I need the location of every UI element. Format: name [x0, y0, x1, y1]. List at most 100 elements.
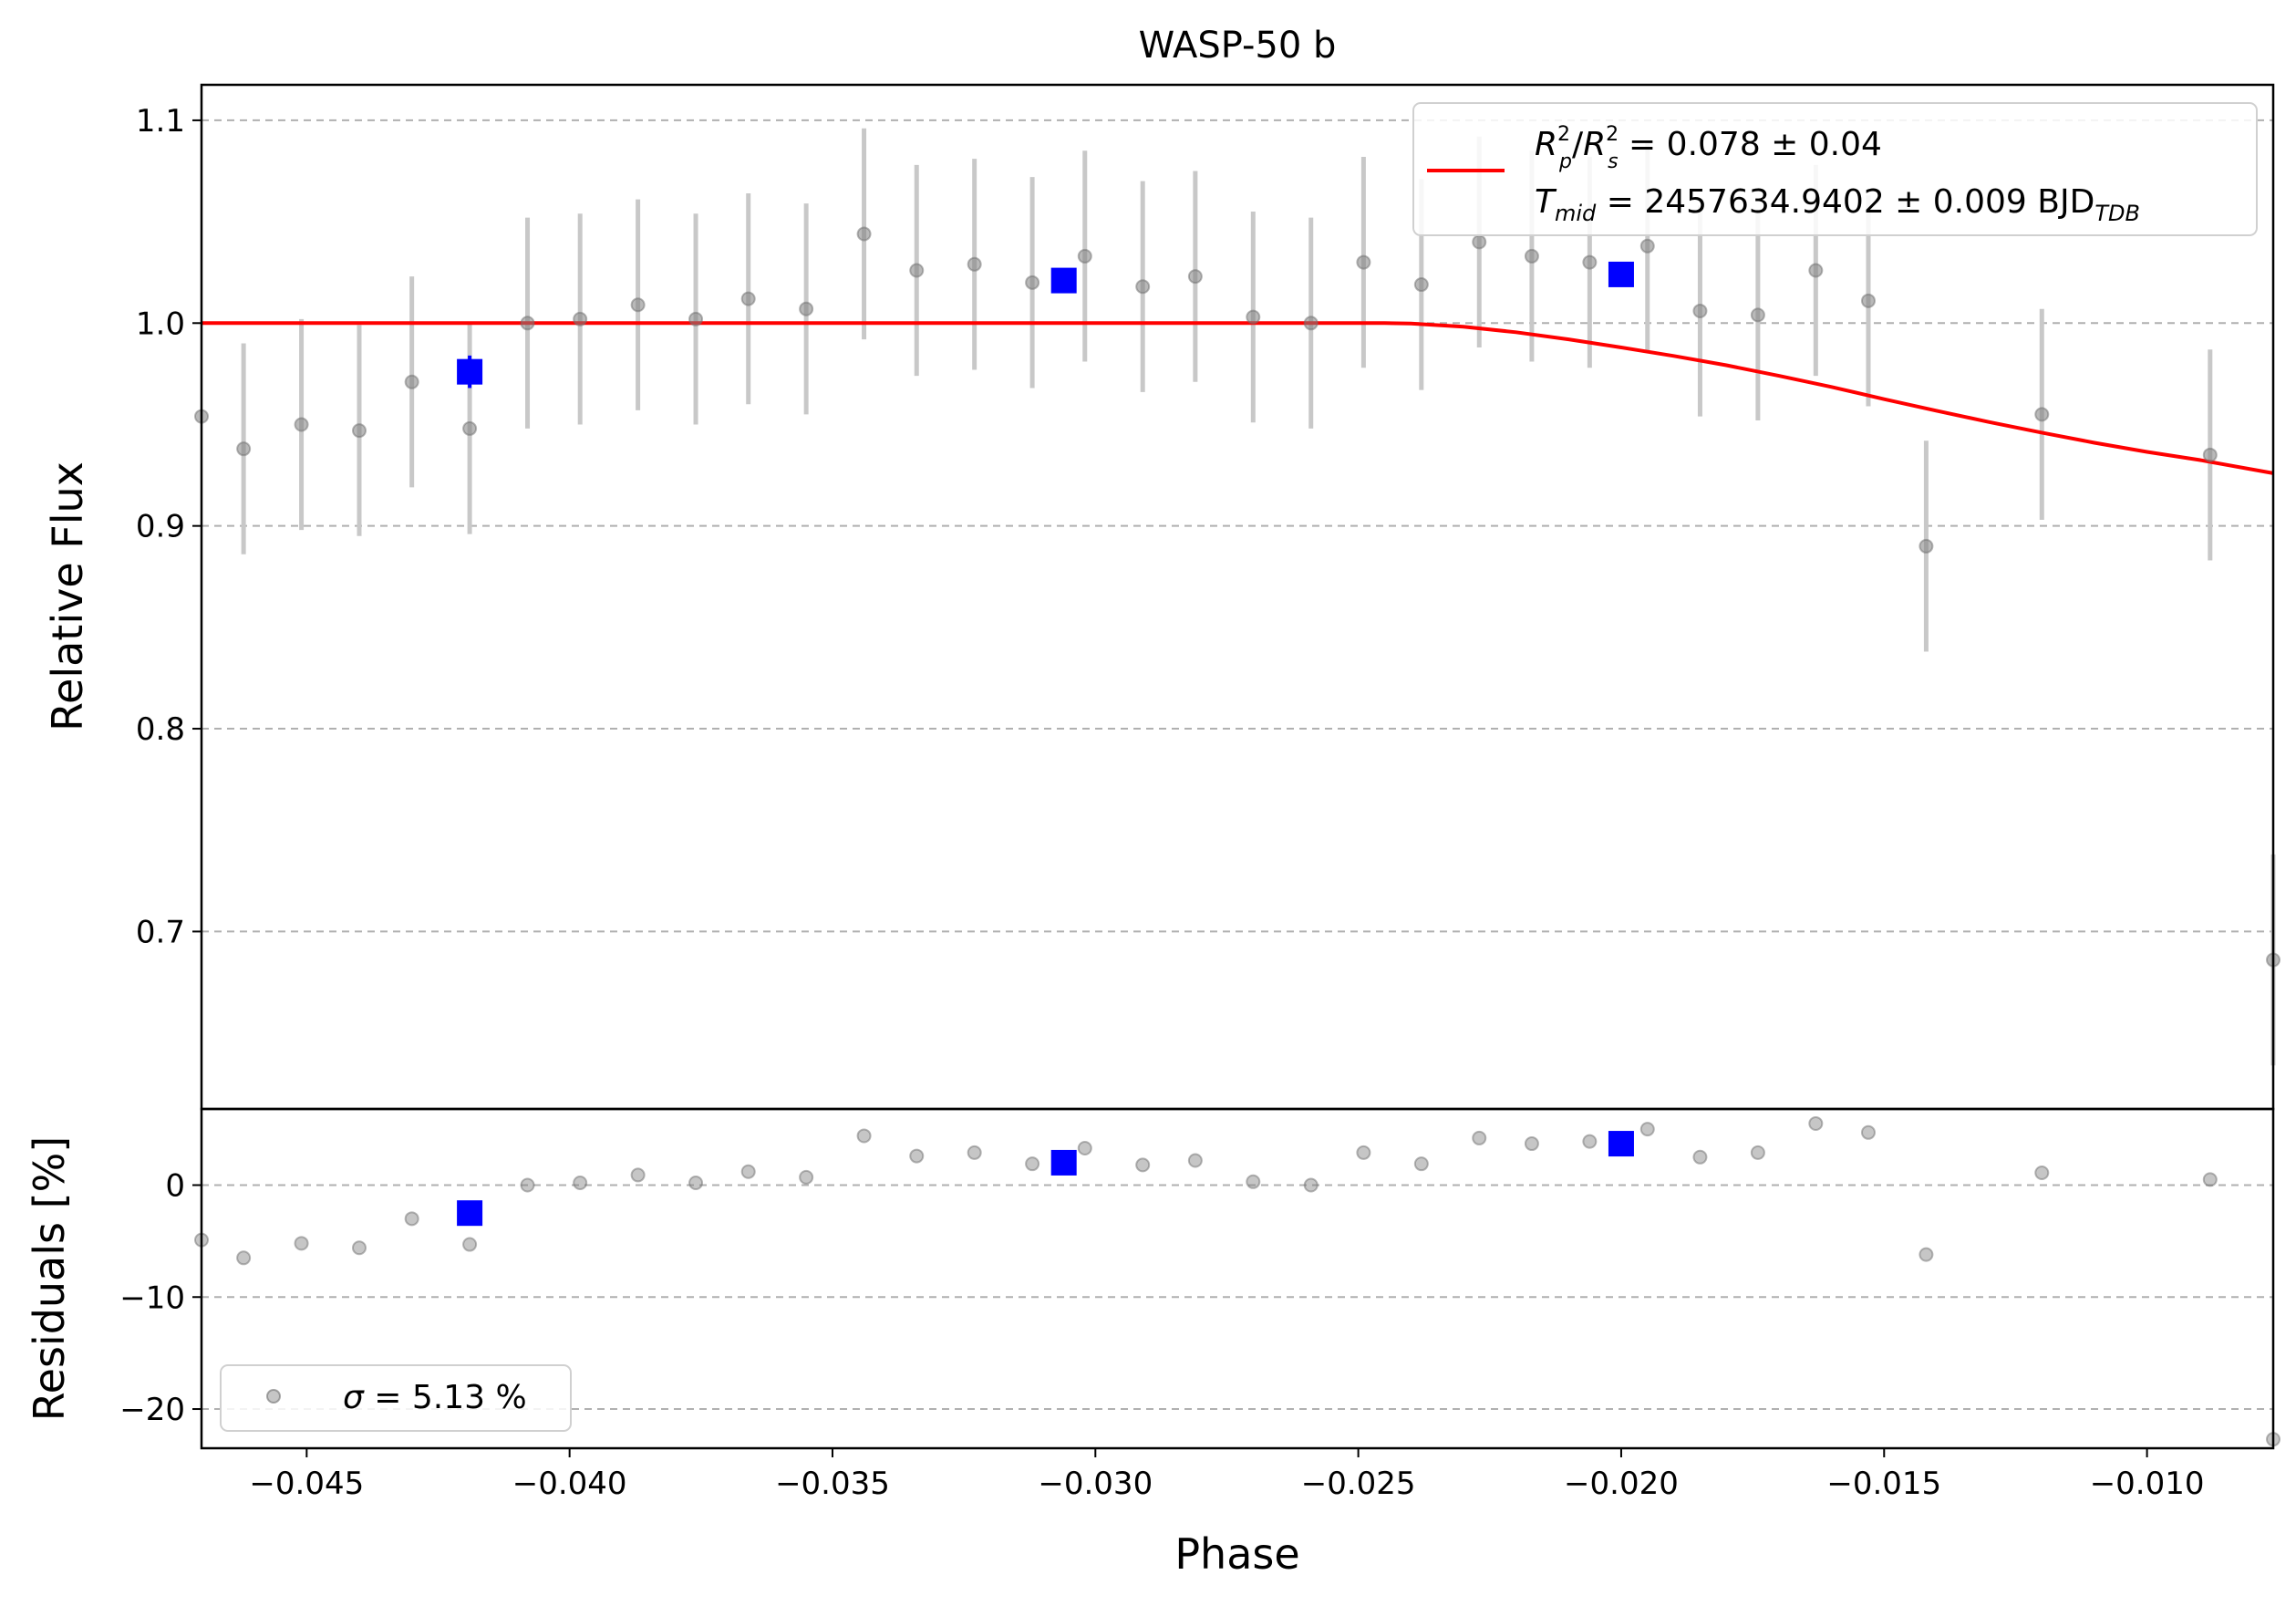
- top-legend-box: [1412, 102, 2258, 236]
- top-legend: R2 p/R2 s = 0.078 ± 0.04 Tmid = 2457634.94…: [1412, 102, 2258, 236]
- legend-sigma: σ = 5.13 %: [343, 1379, 527, 1416]
- residual-point: [1750, 1145, 1765, 1160]
- data-point: [1750, 307, 1765, 323]
- residual-point: [1692, 1149, 1708, 1165]
- data-point: [1077, 248, 1092, 264]
- residual-point: [799, 1169, 814, 1185]
- data-point: [1582, 254, 1598, 270]
- y-axis-label-bottom: Residuals [%]: [25, 1136, 74, 1421]
- bottom-legend-box: [220, 1364, 572, 1432]
- data-point: [1187, 269, 1203, 285]
- y-axis-label-top: Relative Flux: [43, 461, 92, 731]
- residual-point: [404, 1211, 419, 1227]
- x-tick-label: −0.025: [1301, 1466, 1416, 1502]
- data-point: [294, 417, 309, 432]
- residual-point: [462, 1237, 478, 1252]
- legend-radius-ratio: R2 p/R2 s = 0.078 ± 0.04: [1535, 123, 1882, 173]
- residual-point: [1919, 1247, 1934, 1262]
- top-panel-data-points: [194, 226, 2280, 968]
- residual-point: [688, 1176, 704, 1191]
- data-point: [573, 311, 588, 326]
- data-point: [1025, 275, 1040, 290]
- residual-point: [909, 1148, 925, 1164]
- bottom-panel-y-ticks: −20 −10 0: [119, 1167, 202, 1428]
- model-curve: [202, 321, 2274, 475]
- data-point: [1472, 234, 1487, 250]
- data-point: [462, 420, 478, 436]
- top-panel-model-curve: [202, 321, 2274, 475]
- data-point: [520, 316, 535, 331]
- data-point: [2202, 447, 2218, 462]
- bottom-legend: σ = 5.13 %: [220, 1364, 572, 1432]
- residual-point: [1808, 1115, 1824, 1131]
- top-y-tick-label: 0.8: [136, 711, 185, 748]
- residual-point: [1524, 1136, 1539, 1152]
- data-point: [1639, 238, 1655, 254]
- top-panel-binned-points: [457, 261, 1634, 389]
- residual-point: [351, 1240, 367, 1256]
- data-point: [967, 256, 982, 272]
- residual-point: [1356, 1145, 1371, 1160]
- residual-point: [236, 1250, 252, 1266]
- x-tick-label: −0.010: [2090, 1466, 2205, 1502]
- residual-point: [856, 1128, 872, 1144]
- data-point: [236, 441, 252, 457]
- residual-point: [1860, 1124, 1876, 1140]
- bottom-y-tick-label: −20: [119, 1392, 185, 1428]
- residual-point: [630, 1167, 646, 1183]
- data-point: [2034, 407, 2050, 422]
- residual-point: [1472, 1130, 1487, 1145]
- top-panel-y-ticks: 0.7 0.8 0.9 1.0 1.1: [136, 103, 202, 950]
- x-tick-label: −0.040: [512, 1466, 627, 1502]
- binned-point: [1050, 267, 1077, 294]
- residual-point: [967, 1145, 982, 1160]
- data-point: [351, 423, 367, 439]
- data-point: [1413, 277, 1429, 293]
- data-point: [1692, 303, 1708, 318]
- binned-point: [1608, 261, 1634, 287]
- chart-title: WASP-50 b: [1139, 25, 1337, 67]
- x-tick-label: −0.035: [775, 1466, 890, 1502]
- x-axis-label: Phase: [1174, 1529, 1299, 1579]
- data-point: [1246, 309, 1261, 325]
- residual-point: [1135, 1157, 1151, 1173]
- residual-point: [1413, 1156, 1429, 1172]
- bottom-panel-frame: [200, 1107, 2275, 1450]
- residual-point: [1187, 1153, 1203, 1168]
- data-point: [1860, 293, 1876, 308]
- x-axis-ticks: −0.045 −0.040 −0.035 −0.030 −0.025 −0.020 −0.0…: [249, 1448, 2205, 1502]
- residual-point: [1582, 1134, 1598, 1149]
- data-point: [1303, 316, 1319, 331]
- top-y-tick-label: 0.7: [136, 914, 185, 950]
- residual-point: [1639, 1122, 1655, 1137]
- legend-mid-time: Tmid = 2457634.9402 ± 0.009 BJDTDB: [1535, 183, 2140, 226]
- bottom-y-tick-label: 0: [165, 1167, 185, 1204]
- binned-residual-point: [1050, 1149, 1077, 1176]
- top-y-tick-label: 1.1: [136, 103, 185, 140]
- data-point: [630, 297, 646, 313]
- residual-point: [740, 1164, 756, 1179]
- data-point: [404, 374, 419, 389]
- residual-point: [2034, 1165, 2050, 1180]
- data-point: [740, 291, 756, 306]
- data-point: [1808, 263, 1824, 278]
- residual-point: [294, 1236, 309, 1251]
- residual-point: [1303, 1177, 1319, 1193]
- x-tick-label: −0.045: [249, 1466, 364, 1502]
- binned-point: [457, 358, 483, 385]
- top-y-tick-label: 0.9: [136, 509, 185, 545]
- data-point: [856, 226, 872, 242]
- bottom-panel-binned-points: [457, 1131, 1634, 1227]
- x-tick-label: −0.015: [1826, 1466, 1941, 1502]
- residual-point: [520, 1177, 535, 1193]
- bottom-panel-data-points: [194, 1115, 2280, 1447]
- data-point: [688, 311, 704, 326]
- data-point: [1135, 279, 1151, 295]
- legend-residual-marker: [266, 1389, 281, 1404]
- data-point: [1356, 254, 1371, 270]
- binned-residual-point: [1608, 1131, 1634, 1157]
- x-tick-label: −0.020: [1564, 1466, 1679, 1502]
- top-y-tick-label: 1.0: [136, 306, 185, 342]
